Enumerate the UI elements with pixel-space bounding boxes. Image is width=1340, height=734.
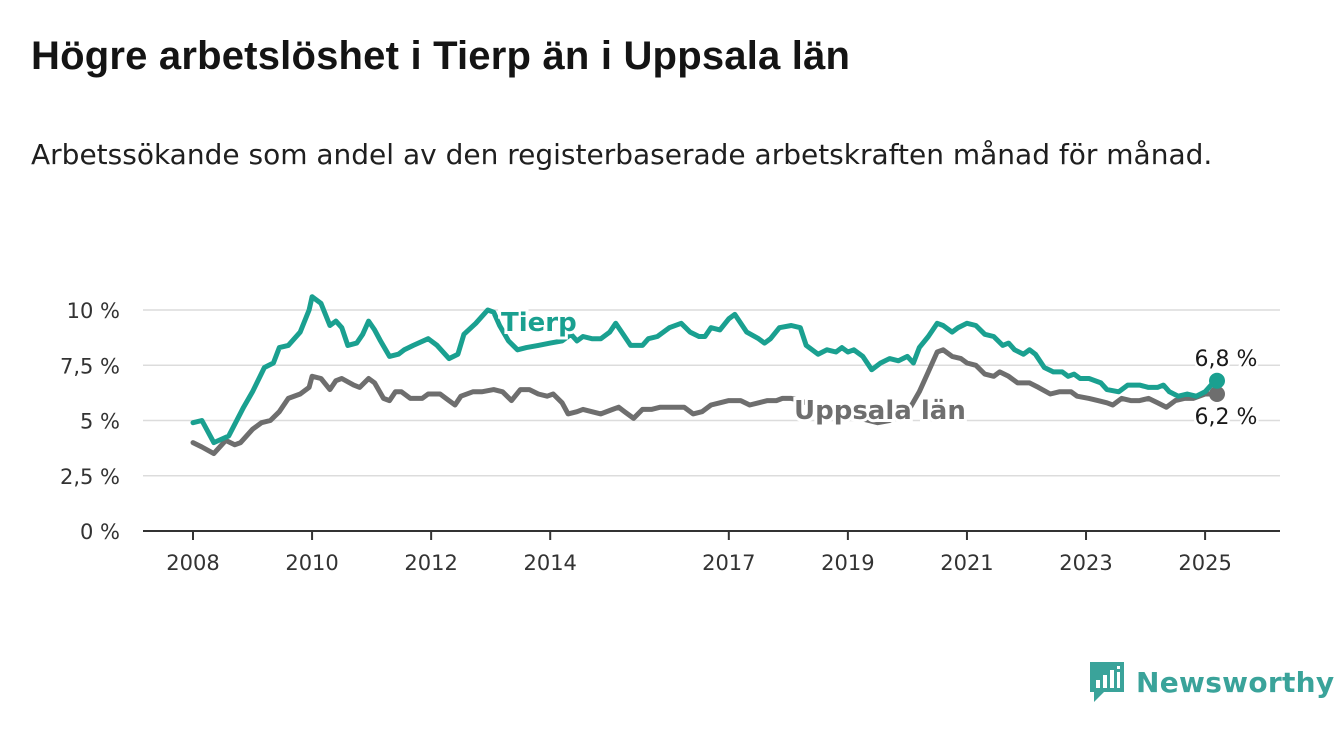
x-tick-label: 2010 (285, 551, 338, 575)
y-tick-label: 7,5 % (60, 354, 120, 378)
y-tick-label: 0 % (80, 520, 120, 544)
x-tick-label: 2025 (1178, 551, 1231, 575)
newsworthy-logo-icon (1090, 662, 1124, 702)
series-end-point (1209, 372, 1225, 389)
y-tick-label: 2,5 % (60, 465, 120, 489)
x-axis-ticks: 2008 2010 2012 2014 2017 2019 2021 2023 2025 (166, 531, 1232, 575)
series-end-label: 6,2 % (1195, 405, 1258, 430)
x-tick-label: 2008 (166, 551, 219, 575)
brand-name: Newsworthy (1136, 665, 1335, 699)
series-label: Tierp (501, 308, 577, 338)
y-tick-label: 5 % (80, 410, 120, 434)
newsworthy-brand: Newsworthy (1088, 660, 1334, 704)
y-axis-ticks: 0 % 2,5 % 5 % 7,5 % 10 % (60, 299, 120, 544)
gridlines (143, 309, 1280, 532)
series-lines (190, 294, 1225, 457)
series-end-label: 6,8 % (1195, 347, 1258, 372)
x-tick-label: 2023 (1059, 551, 1112, 575)
series-labels: Uppsala län 6,2 % Tierp 6,8 % (498, 305, 1260, 433)
y-tick-label: 10 % (67, 299, 120, 323)
series-end-point (1209, 385, 1225, 402)
x-tick-label: 2012 (404, 551, 457, 575)
series-label: Uppsala län (794, 396, 966, 426)
x-tick-label: 2017 (702, 551, 755, 575)
x-tick-label: 2021 (940, 551, 993, 575)
chart-subtitle: Arbetssökande som andel av den registerb… (31, 138, 1213, 171)
x-tick-label: 2019 (821, 551, 874, 575)
chart-title: Högre arbetslöshet i Tierp än i Uppsala … (31, 34, 851, 78)
x-tick-label: 2014 (523, 551, 576, 575)
series-line-uppsala-lan (190, 347, 1220, 457)
series-line-tierp (190, 294, 1220, 446)
